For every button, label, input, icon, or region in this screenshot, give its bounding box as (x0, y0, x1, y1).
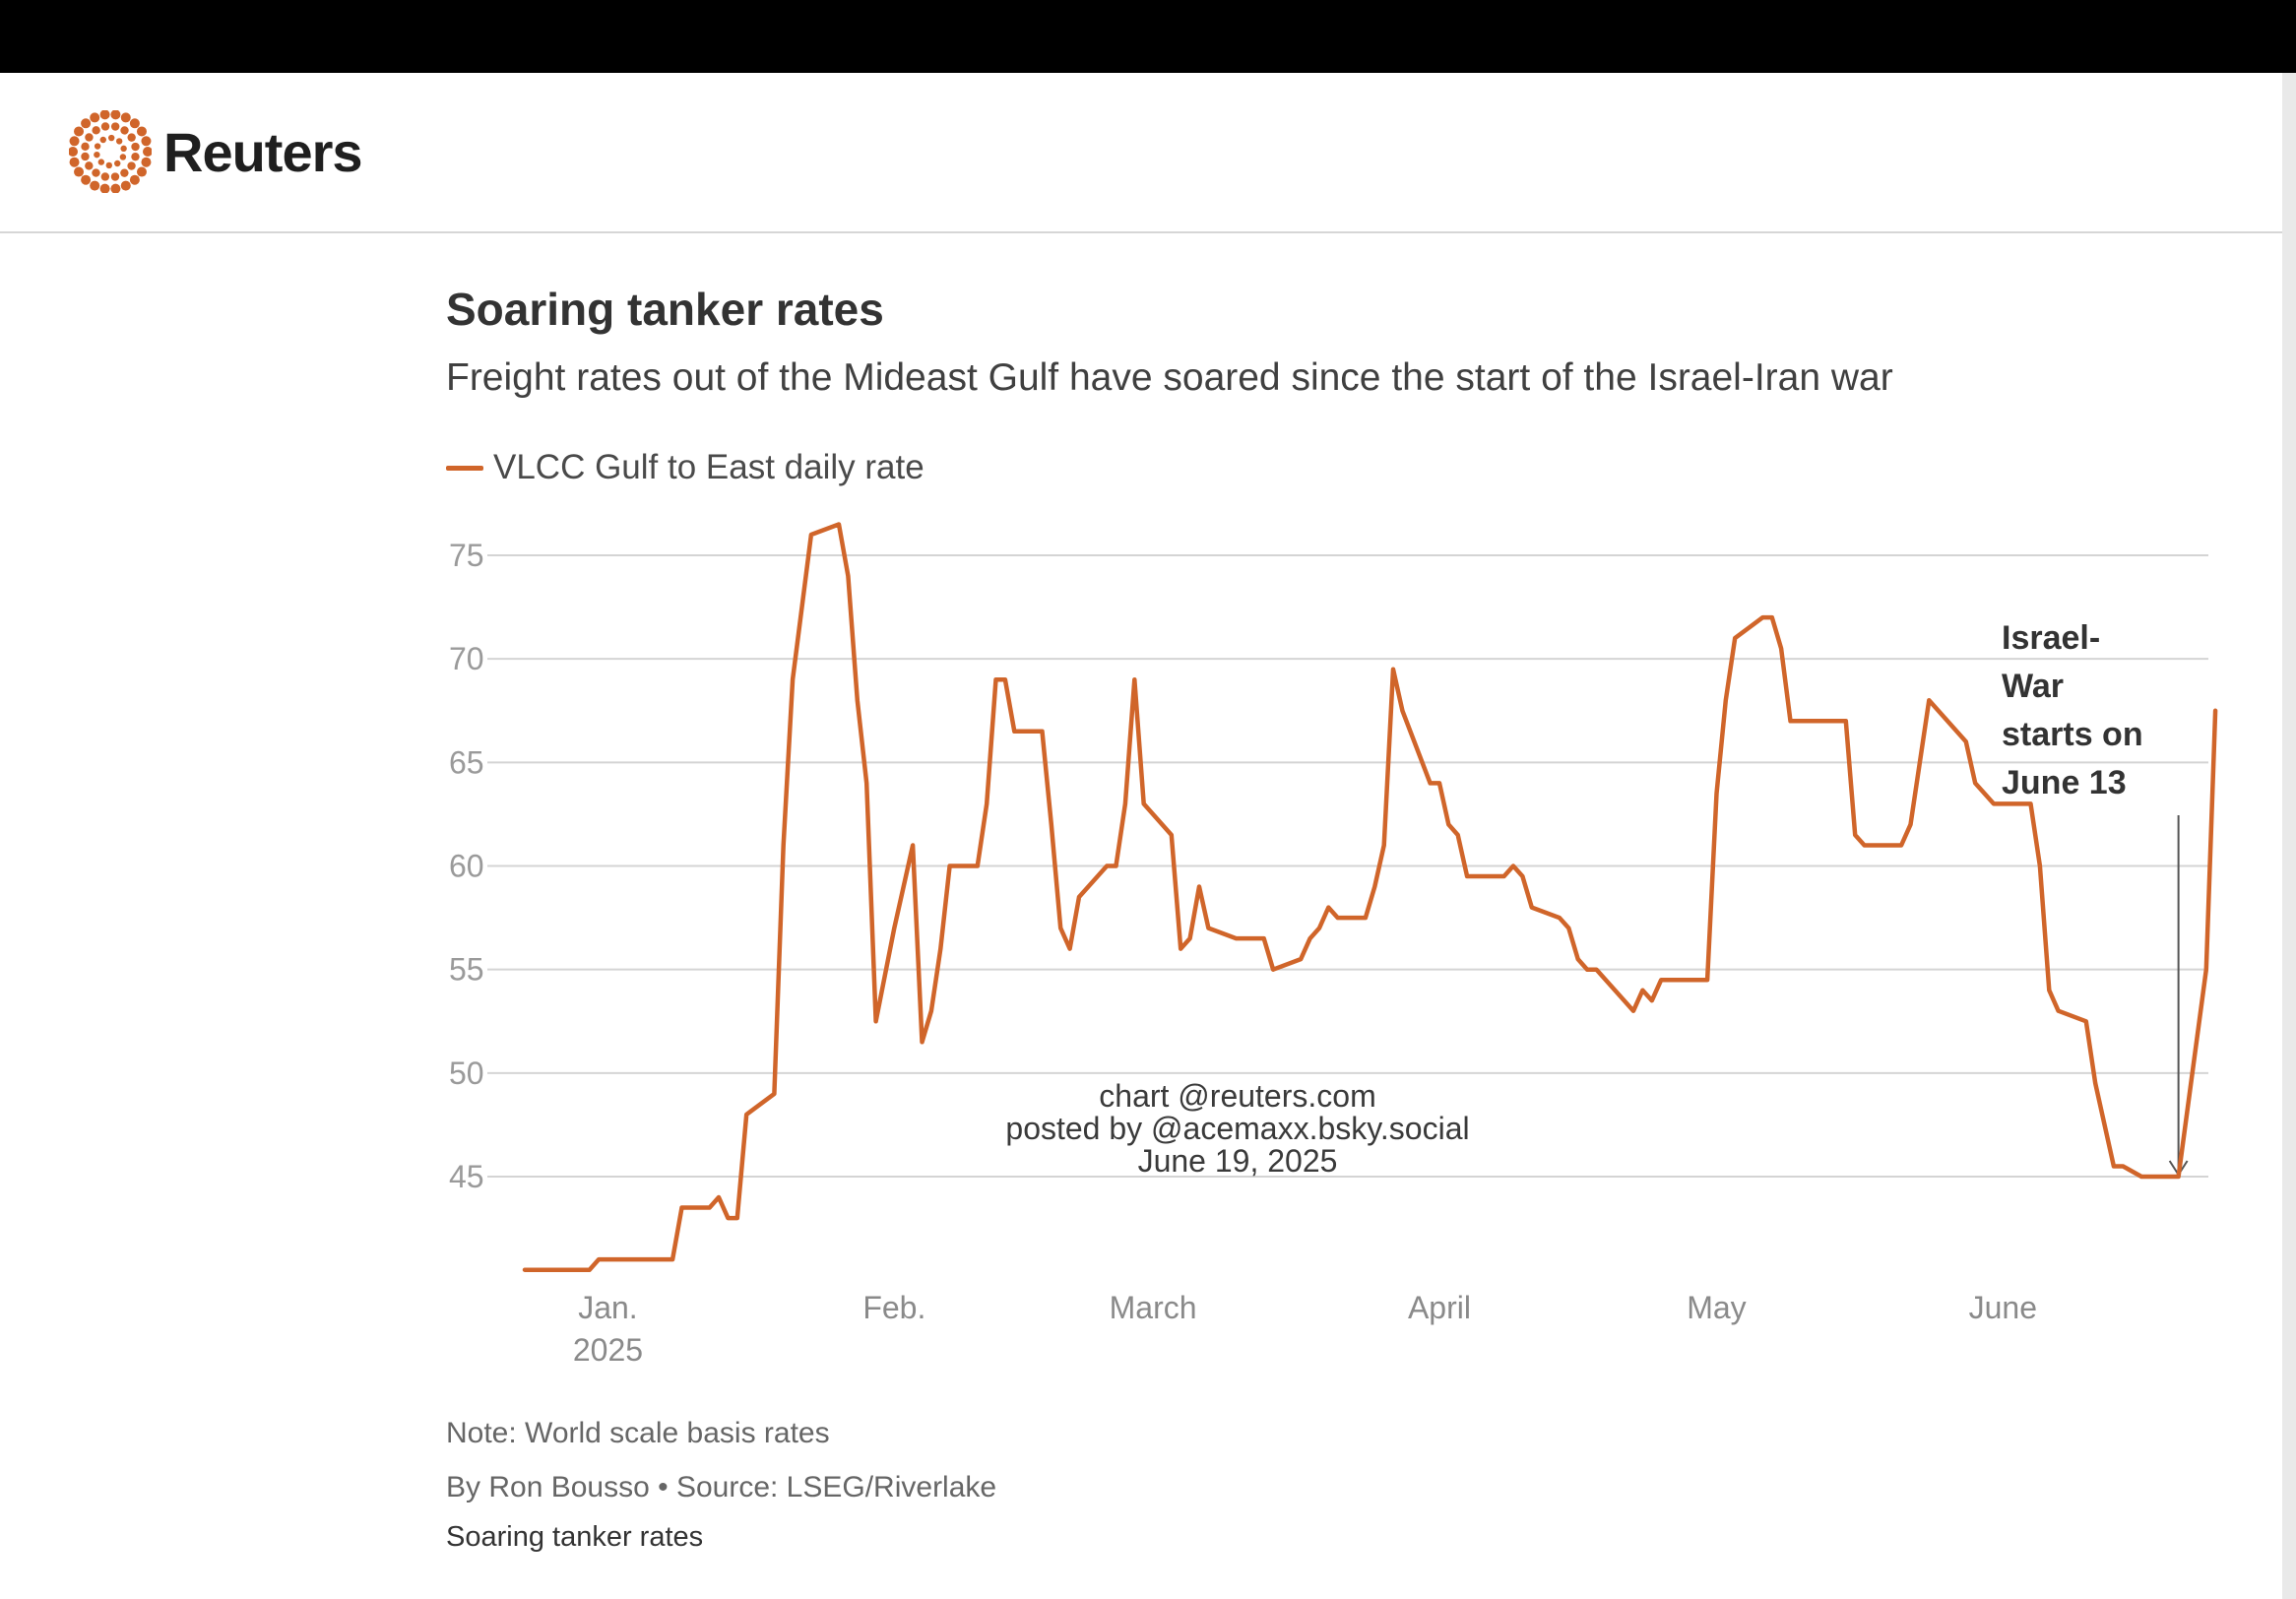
chart-byline: By Ron Bousso • Source: LSEG/Riverlake (446, 1471, 997, 1503)
logo-dot (69, 147, 78, 157)
scrollbar-track[interactable] (2282, 73, 2296, 1599)
logo-dot (99, 136, 106, 144)
logo-dot (99, 183, 110, 193)
logo-dot (74, 166, 85, 177)
x-tick-label: Jan. (578, 1290, 637, 1325)
logo-dot (90, 112, 100, 123)
logo-dot (94, 143, 101, 150)
logo-dot (108, 134, 115, 142)
chart-title: Soaring tanker rates (446, 284, 884, 335)
logo-dot (129, 118, 140, 129)
site-header: Reuters (0, 73, 2282, 233)
logo-dot (120, 168, 129, 177)
logo-dot (129, 174, 140, 185)
chart-note: Note: World scale basis rates (446, 1417, 830, 1449)
logo-dot (120, 126, 129, 135)
logo-dot (131, 152, 140, 161)
x-tick-label: March (1110, 1290, 1197, 1325)
logo-dot (81, 118, 92, 129)
reuters-dots-icon (69, 110, 152, 193)
logo-dot (136, 166, 147, 177)
x-tick-label: April (1408, 1290, 1471, 1325)
logo-dot (115, 138, 123, 145)
annotation-label: starts on (2002, 716, 2143, 753)
logo-dot (141, 136, 152, 147)
y-tick-label: 60 (449, 849, 484, 884)
logo-dot (120, 112, 131, 123)
logo-dot (110, 110, 121, 120)
logo-dot (141, 157, 152, 167)
logo-dot (85, 133, 94, 142)
browser-top-bar (0, 0, 2296, 73)
chart-legend: VLCC Gulf to East daily rate (446, 448, 925, 487)
chart-subtitle: Freight rates out of the Mideast Gulf ha… (446, 356, 1893, 399)
logo-dot (143, 147, 152, 157)
logo-dot (85, 161, 94, 170)
line-chart: 45 50 55 60 65 70 75 Jan. 2025 Feb. March April May J… (449, 522, 2218, 1368)
y-tick-label: 75 (449, 538, 484, 573)
annotation-label: War (2002, 668, 2064, 705)
y-tick-label: 45 (449, 1159, 484, 1194)
chart-watermark: chart @reuters.com (1099, 1078, 1375, 1114)
legend-swatch-icon (446, 465, 483, 471)
x-tick-label: Feb. (862, 1290, 925, 1325)
y-tick-label: 65 (449, 744, 484, 780)
logo-dot (81, 152, 90, 161)
logo-dot (94, 151, 100, 159)
logo-dot (97, 159, 105, 165)
logo-dot (136, 126, 147, 137)
logo-dot (119, 154, 127, 160)
logo-dot (81, 174, 92, 185)
logo-dot (74, 126, 85, 137)
x-tick-sublabel: 2025 (573, 1332, 643, 1368)
logo-dot (110, 122, 120, 131)
y-tick-label: 70 (449, 641, 484, 676)
x-tick-label: May (1687, 1290, 1746, 1325)
logo-text: Reuters (163, 120, 363, 183)
logo-dot (92, 126, 100, 135)
annotation-label: June 13 (2002, 764, 2127, 801)
logo-dot (105, 161, 112, 169)
chart-watermark: posted by @acemaxx.bsky.social (1005, 1111, 1469, 1146)
logo-dot (99, 110, 110, 120)
logo-dot (127, 133, 136, 142)
chart-watermark: June 19, 2025 (1138, 1143, 1338, 1179)
annotation-label: Israel- (2002, 619, 2100, 657)
logo-dot (69, 136, 80, 147)
logo-dot (127, 161, 136, 170)
logo-dot (110, 172, 120, 181)
logo-dot (114, 160, 121, 167)
x-tick-label: June (1969, 1290, 2037, 1325)
y-tick-label: 50 (449, 1055, 484, 1091)
logo-dot (100, 122, 110, 131)
logo-dot (131, 142, 140, 152)
legend-label: VLCC Gulf to East daily rate (493, 448, 925, 486)
chart-caption: Soaring tanker rates (446, 1521, 704, 1553)
logo-dot (110, 183, 121, 193)
logo-dot (120, 180, 131, 191)
logo-dot (90, 180, 100, 191)
logo-dot (69, 157, 80, 167)
logo-dot (81, 142, 90, 152)
logo-dot (100, 172, 110, 181)
reuters-logo[interactable]: Reuters (69, 110, 363, 193)
y-tick-label: 55 (449, 952, 484, 988)
series-line (522, 522, 2218, 1272)
logo-dot (120, 145, 127, 153)
logo-dot (92, 168, 100, 177)
